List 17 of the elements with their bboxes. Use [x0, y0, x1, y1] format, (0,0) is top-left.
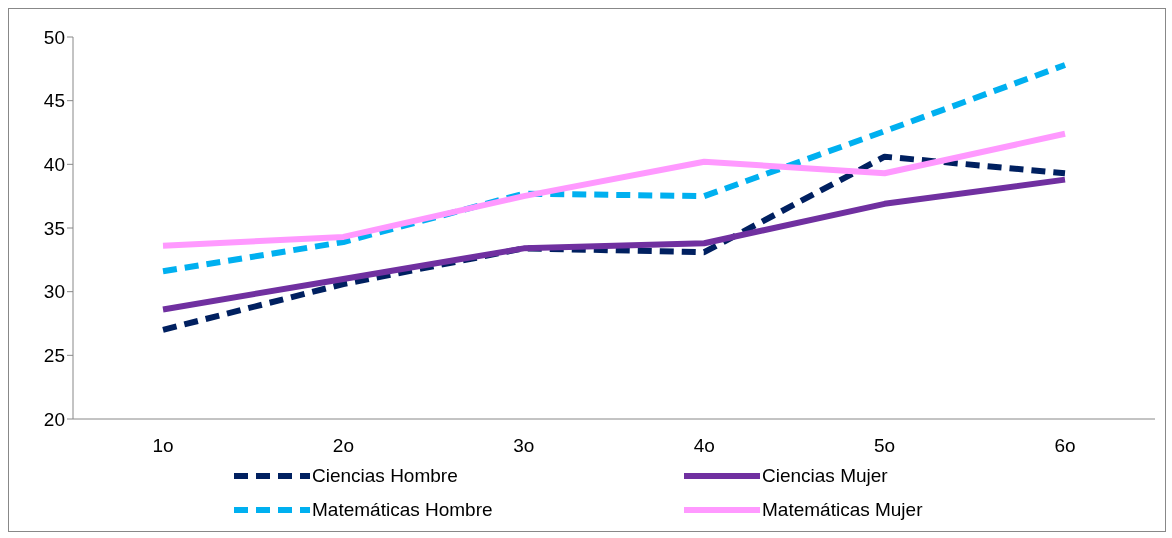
legend-label: Ciencias Mujer	[762, 465, 888, 487]
y-tick-label: 35	[43, 217, 65, 239]
legend-label: Ciencias Hombre	[312, 465, 458, 487]
y-tick-label: 30	[43, 281, 65, 303]
y-tick-label: 20	[43, 408, 65, 430]
y-tick-label: 25	[43, 345, 65, 367]
y-tick-label: 40	[43, 154, 65, 176]
y-tick-label: 50	[43, 26, 65, 48]
legend-label: Matemáticas Mujer	[762, 499, 923, 521]
legend-label: Matemáticas Hombre	[312, 499, 493, 521]
x-tick-label: 2o	[332, 435, 354, 457]
x-tick-label: 4o	[693, 435, 715, 457]
x-tick-label: 5o	[874, 435, 896, 457]
x-tick-label: 3o	[513, 435, 535, 457]
x-tick-label: 6o	[1054, 435, 1076, 457]
y-tick-label: 45	[43, 90, 65, 112]
x-tick-label: 1o	[152, 435, 174, 457]
